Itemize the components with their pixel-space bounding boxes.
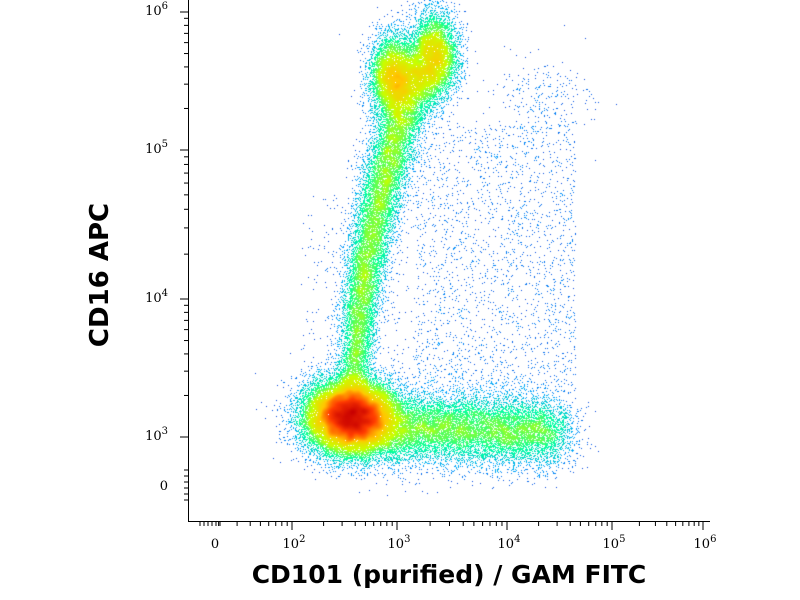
- x-tick-label: 105: [602, 534, 626, 552]
- x-tick-label: 0: [210, 537, 220, 552]
- y-axis-title: CD16 APC: [85, 202, 115, 348]
- y-tick-label: 105: [145, 139, 168, 157]
- y-tick-label: 104: [145, 288, 168, 306]
- y-tick-label: 103: [145, 426, 168, 444]
- x-tick-label: 104: [497, 534, 521, 552]
- x-axis-title: CD101 (purified) / GAM FITC: [251, 560, 647, 589]
- x-tick-label: 103: [387, 534, 411, 552]
- y-tick-label: 106: [145, 1, 168, 19]
- x-tick-label: 102: [282, 534, 306, 552]
- plot-area: [188, 0, 710, 522]
- x-tick-label: 106: [693, 534, 717, 552]
- density-dot-plot: [189, 0, 709, 521]
- y-tick-label: 0: [159, 479, 168, 494]
